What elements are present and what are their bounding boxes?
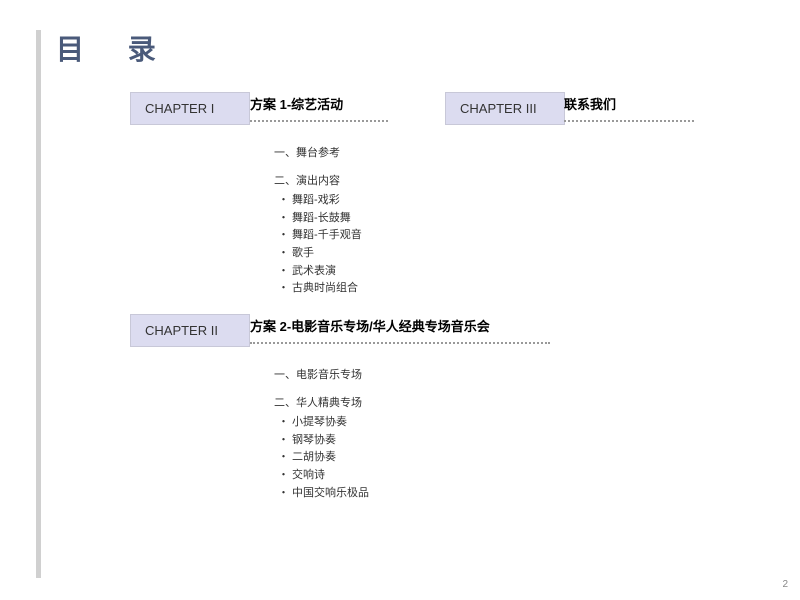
list-item: ・ 歌手 [274,245,362,263]
list-item: ・ 武术表演 [274,263,362,281]
chapter-title-2: 方案 2-电影音乐专场/华人经典专场音乐会 [250,316,550,344]
list-item: ・ 二胡协奏 [274,449,369,467]
list-item: ・ 古典时尚组合 [274,280,362,298]
vertical-bar [36,30,41,578]
chapter-content-1: 一、舞台参考二、演出内容・ 舞蹈-戏彩・ 舞蹈-长鼓舞・ 舞蹈-千手观音・ 歌手… [274,145,362,298]
chapter-label-2: CHAPTER II [130,314,250,347]
page-title: 目 录 [56,28,174,68]
chapter-title-3: 联系我们 [564,94,694,122]
section-heading: 一、电影音乐专场 [274,367,369,385]
chapter-label-3: CHAPTER III [445,92,565,125]
list-item: ・ 钢琴协奏 [274,432,369,450]
list-item: ・ 舞蹈-戏彩 [274,192,362,210]
list-item: ・ 小提琴协奏 [274,414,369,432]
list-item: ・ 舞蹈-长鼓舞 [274,210,362,228]
list-item: ・ 舞蹈-千手观音 [274,227,362,245]
page-number: 2 [782,579,788,590]
list-item: ・ 中国交响乐极品 [274,485,369,503]
section-heading: 一、舞台参考 [274,145,362,163]
section-heading: 二、华人精典专场 [274,395,369,413]
chapter-label-1: CHAPTER I [130,92,250,125]
section-heading: 二、演出内容 [274,173,362,191]
chapter-content-2: 一、电影音乐专场二、华人精典专场・ 小提琴协奏・ 钢琴协奏・ 二胡协奏・ 交响诗… [274,367,369,502]
chapter-title-1: 方案 1-综艺活动 [250,94,388,122]
list-item: ・ 交响诗 [274,467,369,485]
